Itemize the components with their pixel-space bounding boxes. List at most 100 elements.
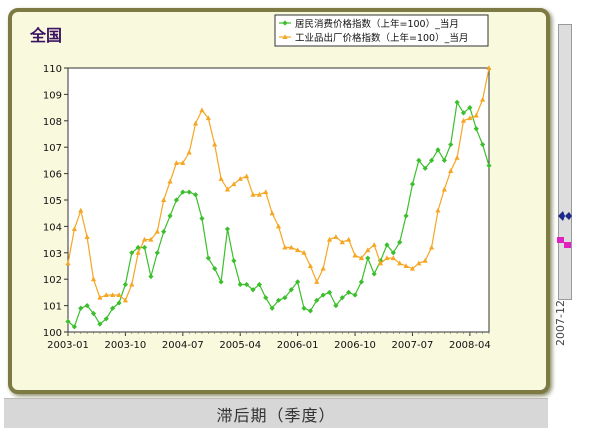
series-2-point [90,276,97,282]
series-1-point [71,324,77,330]
series-2-point [65,260,71,266]
series-1-point [435,147,441,153]
series-1-point [454,99,460,105]
series-1-point [288,287,294,293]
series-2-point [269,210,275,216]
series-1-point [275,297,282,303]
series-2-point [275,223,282,229]
series-1-point [186,189,192,195]
series-2-point [71,226,77,232]
series-2-point [467,115,473,121]
series-1-point [78,305,84,311]
series-1-point [244,281,250,288]
x-tick-label: 2005-04 [219,340,261,351]
series-2-point [167,178,173,184]
series-2-point [161,197,167,202]
series-2-point [103,292,109,298]
series-2-point [365,247,371,253]
series-1-point [486,163,492,169]
x-tick-label: 2008-04 [449,340,491,351]
series-1-point [110,305,116,311]
series-1-point [122,281,129,288]
series-2-point [110,292,116,298]
series-1-point [154,250,160,256]
lag-period-label: 滞后期（季度） [216,405,336,425]
series-2-point [416,260,422,266]
panel-title: 全国 [30,26,63,45]
series-1-point [263,295,269,301]
series-2-point [435,207,441,213]
series-1-point [84,303,90,309]
series-1-point [180,189,186,195]
series-2-point [78,207,84,213]
lag-period-bar: 滞后期（季度） [4,398,548,428]
series-2-point [428,244,435,250]
series-1-point [269,305,275,311]
series-2-point [282,244,288,250]
x-tick-label: 2007-07 [392,340,434,351]
series-1-point [103,316,109,322]
series-1-point [301,305,307,311]
series-2-point [256,191,262,197]
series-1-point [314,297,320,303]
series-1-point [441,157,447,163]
series-2-point [352,252,358,258]
series-1-point [199,215,205,222]
series-2-point [454,154,460,160]
series-1-point [282,295,288,301]
y-tick-label: 100 [43,328,62,339]
series-1-point [231,258,237,264]
series-2-point [448,168,454,173]
series-2-point [333,234,339,239]
series-2-point [135,250,141,255]
x-tick-label: 2006-01 [277,340,319,351]
legend-marker-1 [282,20,288,26]
series-2-point [358,255,365,261]
series-2-point [263,189,269,195]
series-1-point [390,250,396,256]
x-tick-label: 2006-10 [334,340,376,351]
series-1-point [467,105,473,111]
y-tick-label: 109 [43,90,62,101]
series-1-point [307,308,313,314]
y-tick-label: 110 [43,64,62,75]
series-1-point [161,229,167,235]
series-1-point [224,226,231,232]
series-1-point [212,266,218,272]
series-1-point [250,287,256,293]
series-2-point [480,96,486,102]
series-1-point [141,244,148,251]
plot-area [67,67,490,333]
series-1-point [409,181,416,187]
side-scroll-strip[interactable] [558,24,572,300]
series-1-point [365,255,371,261]
y-tick-label: 104 [43,222,62,233]
series-1-point [460,110,467,116]
y-tick-label: 105 [43,196,62,207]
series-2-point [441,186,447,192]
series-2-point [314,279,320,284]
series-1-point [384,242,390,248]
series-2-point [218,176,224,181]
series-1-point [422,165,428,171]
series-2-point [148,236,154,242]
y-tick-label: 101 [43,302,62,313]
series-2-point [422,257,428,263]
series-1-point [326,289,333,295]
series-2-point [250,191,256,197]
series-2-point [192,120,199,126]
series-2-point [288,244,294,250]
series-2-point [346,236,352,242]
series-1-point [97,321,103,327]
series-2-point [307,263,313,268]
series-1-point [116,300,122,306]
series-2-point [154,228,160,234]
series-2-point [224,186,231,192]
series-1-point [218,279,224,285]
series-2-point [141,236,148,242]
series-2-point [122,297,129,303]
legend-label-2: 工业品出厂价格指数（上年=100）_当月 [295,32,468,44]
x-tick-label: 2003-01 [47,340,89,351]
series-1-point [320,292,326,298]
